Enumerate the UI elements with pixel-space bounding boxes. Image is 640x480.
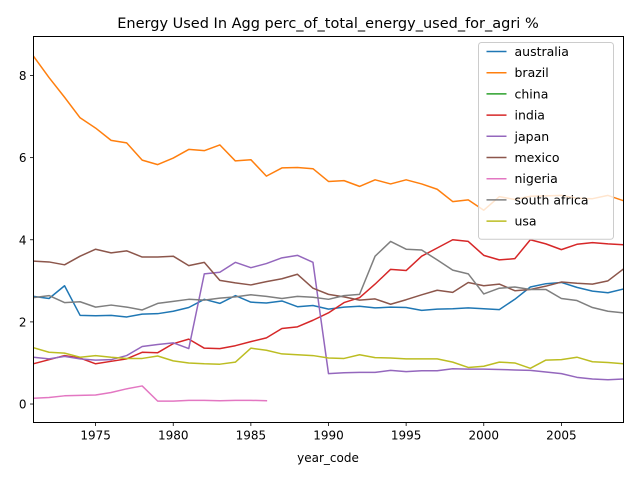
x-axis-ticks: 1975 1980 1985 1990 1995 2000 2005 bbox=[80, 422, 577, 443]
series-line-mexico bbox=[33, 248, 624, 305]
x-axis-label: year_code bbox=[297, 451, 359, 465]
legend-label: south africa bbox=[515, 192, 589, 207]
legend-label: brazil bbox=[515, 65, 549, 80]
series-line-japan bbox=[33, 254, 624, 381]
chart-title: Energy Used In Agg perc_of_total_energy_… bbox=[117, 16, 538, 32]
y-tick-label: 8 bbox=[19, 69, 27, 83]
legend-label: india bbox=[515, 108, 545, 123]
plot-lines bbox=[33, 55, 624, 402]
legend-label: japan bbox=[514, 129, 550, 144]
x-tick-label: 1990 bbox=[313, 429, 344, 443]
y-tick-label: 4 bbox=[19, 233, 27, 247]
x-tick-label: 1980 bbox=[158, 429, 189, 443]
series-line-usa bbox=[33, 346, 624, 370]
series-line-india bbox=[33, 239, 624, 365]
legend-label: australia bbox=[515, 44, 569, 59]
x-tick-label: 1985 bbox=[236, 429, 267, 443]
legend-label: mexico bbox=[515, 150, 560, 165]
series-line-nigeria bbox=[33, 385, 268, 402]
y-axis-ticks: 0 2 4 6 8 bbox=[19, 69, 34, 412]
legend: australia brazil china india japan mexico nige… bbox=[478, 42, 614, 240]
y-tick-label: 6 bbox=[19, 151, 27, 165]
legend-box bbox=[478, 42, 614, 240]
series-line-australia bbox=[33, 281, 624, 318]
y-tick-label: 0 bbox=[19, 398, 27, 412]
legend-label: china bbox=[515, 86, 549, 101]
x-tick-label: 2005 bbox=[546, 429, 577, 443]
legend-label: usa bbox=[515, 214, 537, 229]
series-line-south-africa bbox=[33, 240, 624, 314]
y-tick-label: 2 bbox=[19, 315, 27, 329]
x-tick-label: 2000 bbox=[468, 429, 499, 443]
x-tick-label: 1995 bbox=[391, 429, 422, 443]
legend-label: nigeria bbox=[515, 171, 558, 186]
x-tick-label: 1975 bbox=[80, 429, 111, 443]
